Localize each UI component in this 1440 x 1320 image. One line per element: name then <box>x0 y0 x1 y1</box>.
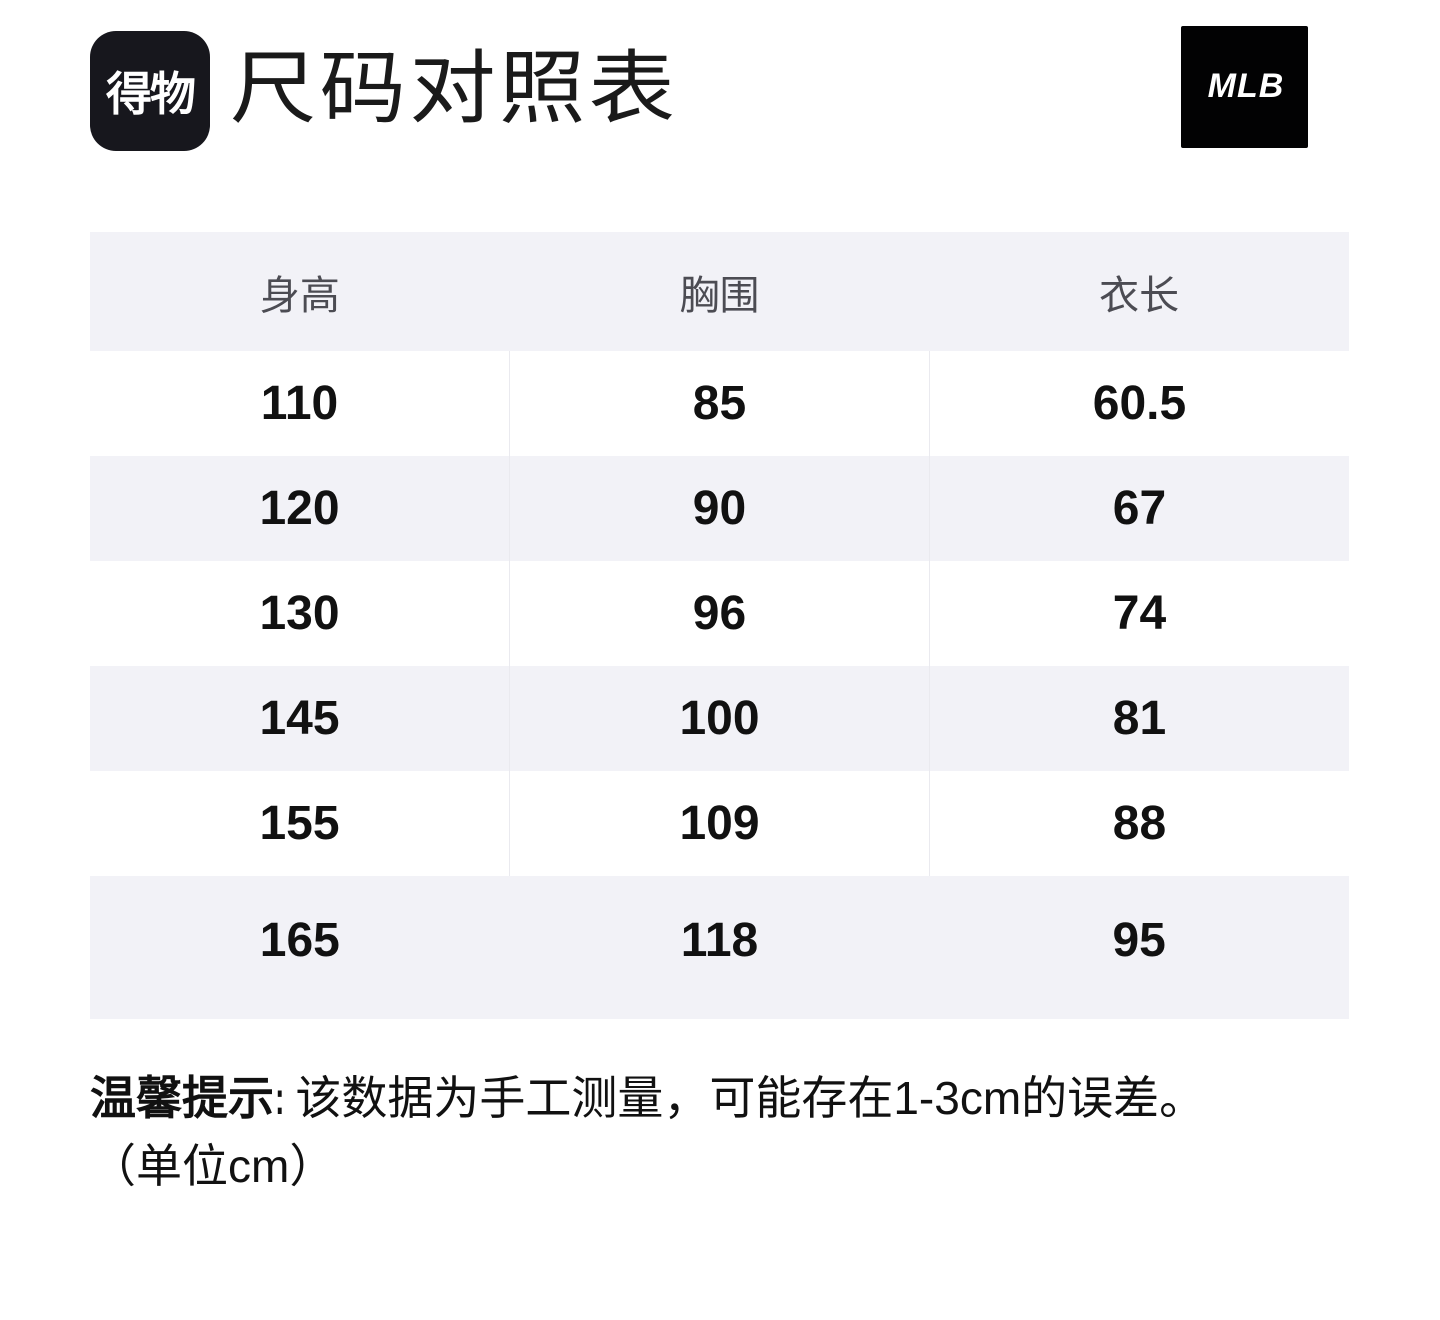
svg-text:MLB: MLB <box>1208 67 1285 105</box>
